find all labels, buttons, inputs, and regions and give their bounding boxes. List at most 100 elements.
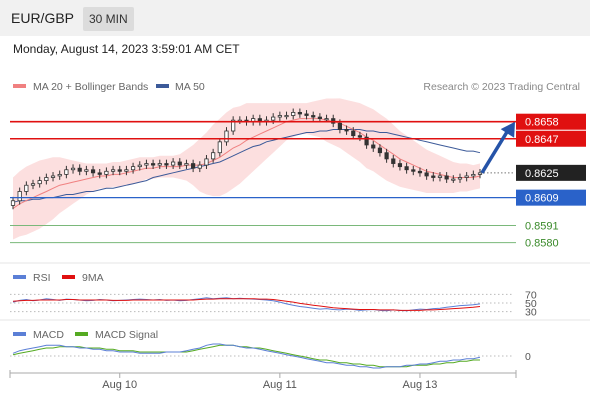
macd-signal-legend-label: MACD Signal: [95, 329, 158, 341]
candle-body: [284, 115, 289, 118]
support-tag: [516, 189, 586, 206]
current-price-label: 0.8625: [525, 168, 559, 180]
candle-body: [391, 158, 396, 164]
resistance-label: 0.8647: [525, 134, 559, 146]
candle-body: [104, 170, 109, 175]
candle-body: [110, 169, 116, 172]
macd-line: [12, 343, 481, 369]
forecast-arrow: [480, 127, 511, 174]
macd-legend-label: MACD: [33, 329, 64, 341]
candle-body: [10, 200, 16, 206]
target-label: 0.8580: [525, 238, 559, 250]
candle-body: [324, 118, 329, 121]
candle-body: [371, 144, 376, 149]
candle-body: [364, 136, 369, 146]
candle-body: [204, 158, 209, 166]
rsi-tick-label: 70: [525, 289, 537, 301]
ma50-line: [12, 129, 481, 203]
candle-body: [64, 169, 69, 175]
candle-body: [291, 112, 296, 116]
candle-body: [17, 191, 22, 202]
candle-body: [377, 147, 383, 154]
candle-body: [197, 164, 202, 169]
price-pane: [10, 98, 483, 240]
candle-body: [37, 180, 42, 185]
candle-body: [70, 167, 76, 171]
candle-body: [397, 163, 403, 168]
candle-body: [90, 169, 96, 174]
candle-body: [437, 175, 443, 178]
candle-body: [317, 116, 322, 120]
target-label: 0.8591: [525, 221, 559, 233]
candle-body: [137, 164, 142, 168]
resistance-tag: [516, 130, 586, 147]
candle-body: [224, 130, 229, 143]
copyright-label: Research © 2023 Trading Central: [423, 81, 580, 93]
candle-body: [44, 177, 49, 181]
candle-body: [50, 175, 56, 178]
candle-body: [231, 119, 236, 132]
candle-body: [130, 166, 136, 171]
rsi-ma-legend-swatch: [62, 275, 75, 279]
bollinger-band: [13, 98, 480, 240]
resistance-tag: [516, 113, 586, 130]
interval-button[interactable]: 30 MIN: [83, 7, 134, 31]
macd-pane: 0: [10, 343, 531, 369]
chart-panel: [0, 36, 590, 400]
ma20-legend-swatch: [13, 84, 26, 88]
forecast-arrow-head: [500, 121, 515, 138]
candle-body: [344, 129, 349, 132]
candle-body: [297, 112, 302, 115]
candle-body: [464, 175, 469, 178]
candle-body: [411, 169, 416, 172]
candle-body: [77, 167, 82, 172]
candle-body: [304, 113, 309, 116]
rsi-ma-legend-label: 9MA: [82, 272, 104, 284]
macd-tick-label: 0: [525, 351, 531, 363]
ma20-legend-label: MA 20 + Bollinger Bands: [33, 81, 148, 93]
candle-body: [271, 116, 276, 121]
candle-body: [471, 173, 476, 177]
current-price-tag: [516, 164, 586, 181]
candle-body: [150, 163, 156, 166]
candle-body: [177, 161, 182, 166]
candle-body: [457, 177, 463, 180]
time-tick-label: Aug 10: [102, 379, 137, 391]
candle-body: [211, 152, 216, 160]
candle-body: [97, 172, 102, 175]
candle-body: [24, 184, 29, 192]
candle-body: [57, 173, 62, 177]
ma20-line: [12, 118, 481, 209]
time-axis: Aug 10 Aug 11 Aug 13: [9, 370, 517, 391]
candle-body: [424, 172, 429, 177]
candle-body: [277, 115, 282, 118]
time-tick-label: Aug 11: [263, 379, 297, 391]
candle-body: [191, 163, 196, 169]
candle-body: [184, 163, 189, 166]
candle-body: [311, 115, 316, 118]
candle-body: [144, 163, 149, 166]
candle-body: [384, 152, 389, 160]
candle-body: [171, 161, 176, 166]
resistance-label: 0.8658: [525, 117, 559, 129]
candle-body: [30, 183, 36, 186]
header-bar: EUR/GBP 30 MIN: [0, 0, 590, 36]
symbol-label: EUR/GBP: [11, 10, 75, 26]
candle-body: [351, 130, 356, 137]
candle-body: [84, 169, 89, 172]
rsi-tick-label: 50: [525, 298, 537, 310]
levels-layer: 0.8658 0.8647 0.8625 0.8609 0.8591 0.8580: [10, 113, 586, 250]
candle-body: [404, 166, 409, 171]
rsi-legend-swatch: [13, 275, 26, 279]
candle-body: [124, 169, 129, 172]
candle-body: [117, 169, 122, 172]
candle-body: [164, 163, 169, 166]
ma50-legend-label: MA 50: [175, 81, 205, 93]
candle-body: [337, 122, 343, 130]
candle-body: [451, 178, 456, 181]
candle-body: [217, 141, 222, 154]
rsi-tick-label: 30: [525, 307, 537, 319]
candle-body: [157, 163, 162, 166]
